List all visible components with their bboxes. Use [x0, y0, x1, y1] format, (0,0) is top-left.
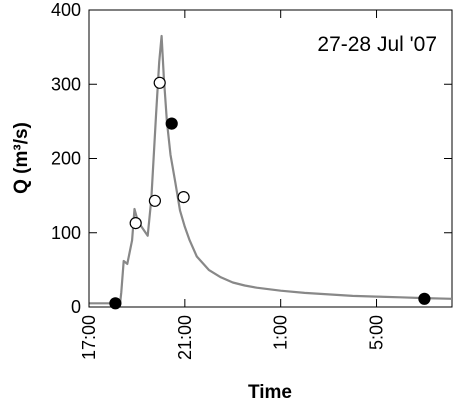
open-sample-point	[148, 194, 161, 207]
y-tick-label: 100	[51, 223, 81, 243]
y-tick-labels: 0 100 200 300 400	[51, 0, 81, 317]
y-tick-label: 200	[51, 149, 81, 169]
sample-markers	[109, 76, 431, 310]
discharge-line	[89, 34, 453, 305]
event-date-annotation: 27-28 Jul '07	[317, 33, 437, 56]
x-axis-title: Time	[248, 382, 292, 403]
open-sample-point	[153, 76, 166, 89]
y-tick-label: 400	[51, 0, 81, 20]
x-tick-label: 5:00	[367, 315, 387, 350]
open-sample-point	[129, 217, 142, 230]
filled-sample-point	[109, 297, 122, 310]
discharge-series	[89, 34, 453, 305]
axis-ticks	[88, 9, 452, 308]
filled-sample-point	[165, 117, 178, 130]
open-sample-point	[177, 191, 190, 204]
y-tick-label: 300	[51, 74, 81, 94]
y-axis-title: Q (m³/s)	[11, 122, 32, 194]
filled-sample-point	[418, 292, 431, 305]
x-tick-label: 1:00	[271, 315, 291, 350]
x-tick-label: 17:00	[79, 315, 99, 360]
x-tick-label: 21:00	[175, 315, 195, 360]
y-tick-label: 0	[71, 297, 81, 317]
plot-area	[88, 9, 453, 310]
x-tick-labels: 17:00 21:00 1:00 5:00	[79, 315, 387, 360]
